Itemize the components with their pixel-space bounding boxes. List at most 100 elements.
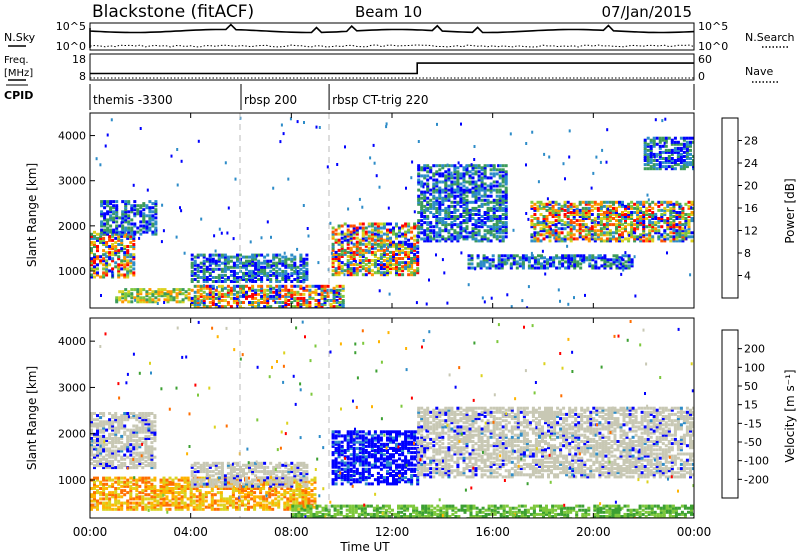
echo-cell [662, 137, 665, 140]
echo-cell [540, 262, 543, 265]
echo-cell [645, 237, 648, 240]
echo-cell [205, 506, 208, 509]
echo-cell [615, 237, 618, 240]
echo-cell [591, 187, 593, 190]
echo-cell [121, 300, 124, 303]
echo-cell [290, 272, 293, 275]
echo-cell [141, 462, 144, 465]
echo-cell [493, 199, 496, 202]
echo-cell [606, 128, 608, 131]
echo-cell [281, 124, 283, 127]
echo-cell [570, 254, 573, 257]
echo-cell [469, 170, 472, 173]
echo-cell [329, 222, 331, 225]
echo-cell [178, 491, 181, 494]
echo-cell [99, 497, 102, 500]
echo-cell [272, 268, 275, 271]
echo-cell [266, 289, 269, 292]
echo-cell [129, 245, 132, 248]
echo-cell [218, 285, 221, 288]
echo-cell [533, 223, 536, 226]
echo-cell [114, 412, 117, 415]
echo-cell [459, 183, 462, 186]
echo-cell [627, 231, 630, 234]
echo-cell [142, 225, 145, 228]
echo-cell [597, 229, 600, 232]
echo-cell [139, 225, 142, 228]
echo-cell [371, 251, 374, 254]
echo-cell [275, 254, 278, 257]
echo-cell [674, 137, 677, 140]
echo-cell [496, 168, 499, 171]
echo-cell [487, 176, 490, 179]
echo-cell [489, 262, 492, 265]
echo-cell [277, 500, 280, 503]
echo-cell [126, 456, 129, 459]
echo-cell [164, 288, 167, 291]
echo-cell [102, 483, 105, 486]
echo-cell [597, 203, 600, 206]
echo-cell [426, 197, 429, 200]
echo-cell [120, 502, 123, 505]
echo-cell [133, 212, 136, 215]
echo-cell [233, 237, 235, 240]
echo-cell [672, 219, 675, 222]
echo-cell [251, 285, 254, 288]
echo-cell [458, 161, 460, 164]
echo-cell [669, 207, 672, 210]
echo-cell [533, 213, 536, 216]
echo-cell [335, 229, 338, 232]
echo-cell [123, 263, 126, 266]
echo-cell [233, 293, 236, 296]
echo-cell [111, 239, 114, 242]
echo-cell [136, 288, 139, 291]
echo-cell [133, 231, 136, 234]
echo-cell [111, 118, 113, 121]
echo-cell [395, 253, 398, 256]
echo-cell [359, 247, 362, 250]
echo-cell [453, 201, 456, 204]
echo-cell [621, 211, 624, 214]
echo-cell [420, 191, 423, 194]
echo-cell [133, 200, 136, 203]
echo-cell [172, 479, 175, 482]
echo-cell [634, 295, 636, 298]
echo-cell [221, 268, 224, 271]
echo-cell [389, 229, 392, 232]
echo-cell [114, 481, 117, 484]
echo-cell [214, 500, 217, 503]
echo-cell [102, 435, 105, 438]
echo-cell [456, 223, 459, 226]
echo-cell [341, 231, 344, 234]
echo-cell [472, 223, 475, 226]
echo-cell [450, 181, 453, 184]
echo-cell [93, 491, 96, 494]
echo-cell [215, 250, 217, 253]
echo-cell [657, 209, 660, 212]
echo-cell [453, 189, 456, 192]
echo-cell [426, 227, 429, 230]
echo-cell [120, 489, 123, 492]
echo-cell [299, 303, 302, 306]
echo-cell [129, 429, 132, 432]
echo-cell [365, 263, 368, 266]
echo-cell [475, 237, 478, 240]
echo-cell [129, 443, 132, 446]
echo-cell [147, 462, 150, 465]
echo-cell [680, 137, 683, 140]
echo-cell [478, 217, 481, 220]
echo-cell [465, 230, 467, 233]
echo-cell [666, 217, 669, 220]
echo-cell [493, 181, 496, 184]
echo-cell [236, 291, 239, 294]
echo-cell [470, 211, 472, 214]
echo-cell [260, 295, 263, 298]
echo-cell [129, 412, 132, 415]
echo-cell [420, 174, 423, 177]
echo-cell [484, 199, 487, 202]
echo-cell [584, 294, 586, 297]
echo-cell [497, 164, 499, 167]
echo-cell [111, 479, 114, 482]
echo-cell [558, 256, 561, 259]
echo-cell [401, 257, 404, 260]
